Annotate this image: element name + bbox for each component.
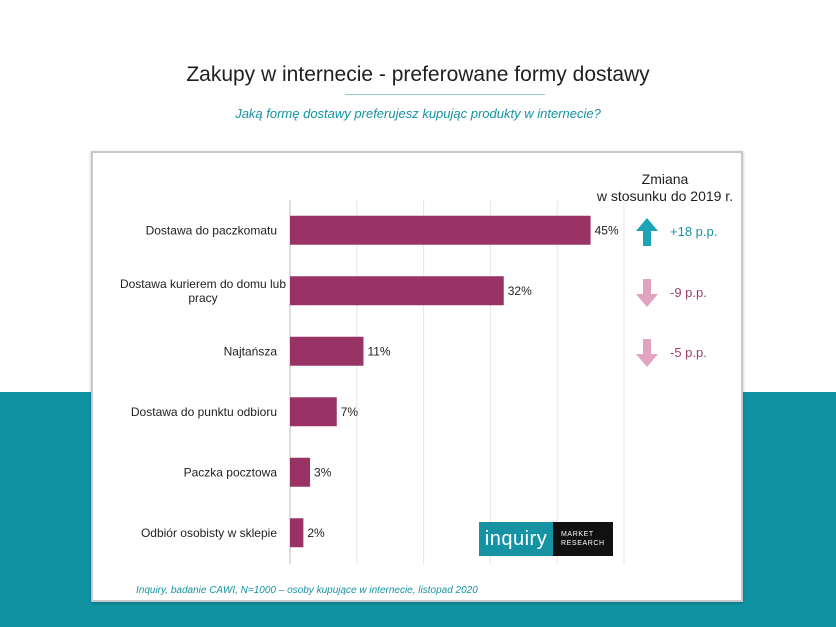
- category-label-line: pracy: [188, 291, 217, 305]
- category-label: Dostawa do punktu odbioru: [131, 405, 277, 419]
- title-divider: [345, 94, 545, 95]
- change-header: Zmiana w stosunku do 2019 r.: [580, 171, 750, 205]
- category-label: Dostawa do paczkomatu: [146, 223, 277, 237]
- data-label: 32%: [508, 284, 532, 298]
- category-label: Paczka pocztowa: [184, 465, 278, 479]
- change-header-line1: Zmiana: [641, 171, 689, 187]
- inquiry-logo: inquiry MARKET RESEARCH: [479, 522, 613, 556]
- data-label: 3%: [314, 465, 332, 479]
- logo-tagline-line2: RESEARCH: [561, 540, 605, 547]
- change-value: -9 p.p.: [670, 284, 707, 300]
- arrow-down-icon: [636, 339, 658, 368]
- page-title: Zakupy w internecie - preferowane formy …: [186, 63, 650, 86]
- change-header-line2: w stosunku do 2019 r.: [596, 188, 734, 204]
- category-label-line: Najtańsza: [224, 344, 278, 358]
- data-label: 45%: [595, 223, 619, 237]
- chart-subtitle: Jaką formę dostawy preferujesz kupując p…: [235, 106, 601, 121]
- category-label-line: Dostawa do punktu odbioru: [131, 405, 277, 419]
- category-label-line: Odbiór osobisty w sklepie: [141, 526, 277, 540]
- category-label: Dostawa kurierem do domu lub pracy: [120, 277, 286, 305]
- change-value: -5 p.p.: [670, 345, 707, 361]
- logo-tagline-line1: MARKET: [561, 531, 594, 538]
- category-label-line: Dostawa do paczkomatu: [146, 223, 277, 237]
- category-label-line: Dostawa kurierem do domu lub: [120, 277, 286, 291]
- bar: [290, 215, 591, 245]
- logo-wordmark: inquiry: [479, 522, 553, 556]
- bar: [290, 336, 364, 366]
- arrow-up-icon: [636, 218, 658, 247]
- data-label: 11%: [367, 344, 390, 358]
- bar: [290, 457, 311, 487]
- data-label: 2%: [307, 526, 325, 540]
- source-note: Inquiry, badanie CAWI, N=1000 – osoby ku…: [136, 585, 478, 596]
- bar: [290, 276, 504, 306]
- arrow-down-icon: [636, 278, 658, 307]
- category-label-line: Paczka pocztowa: [184, 465, 278, 479]
- bar: [290, 518, 304, 548]
- bar: [290, 397, 337, 427]
- data-label: 7%: [341, 405, 359, 419]
- change-value: +18 p.p.: [670, 224, 718, 240]
- category-label: Odbiór osobisty w sklepie: [141, 526, 277, 540]
- logo-tagline: MARKET RESEARCH: [553, 522, 613, 556]
- category-label: Najtańsza: [224, 344, 278, 358]
